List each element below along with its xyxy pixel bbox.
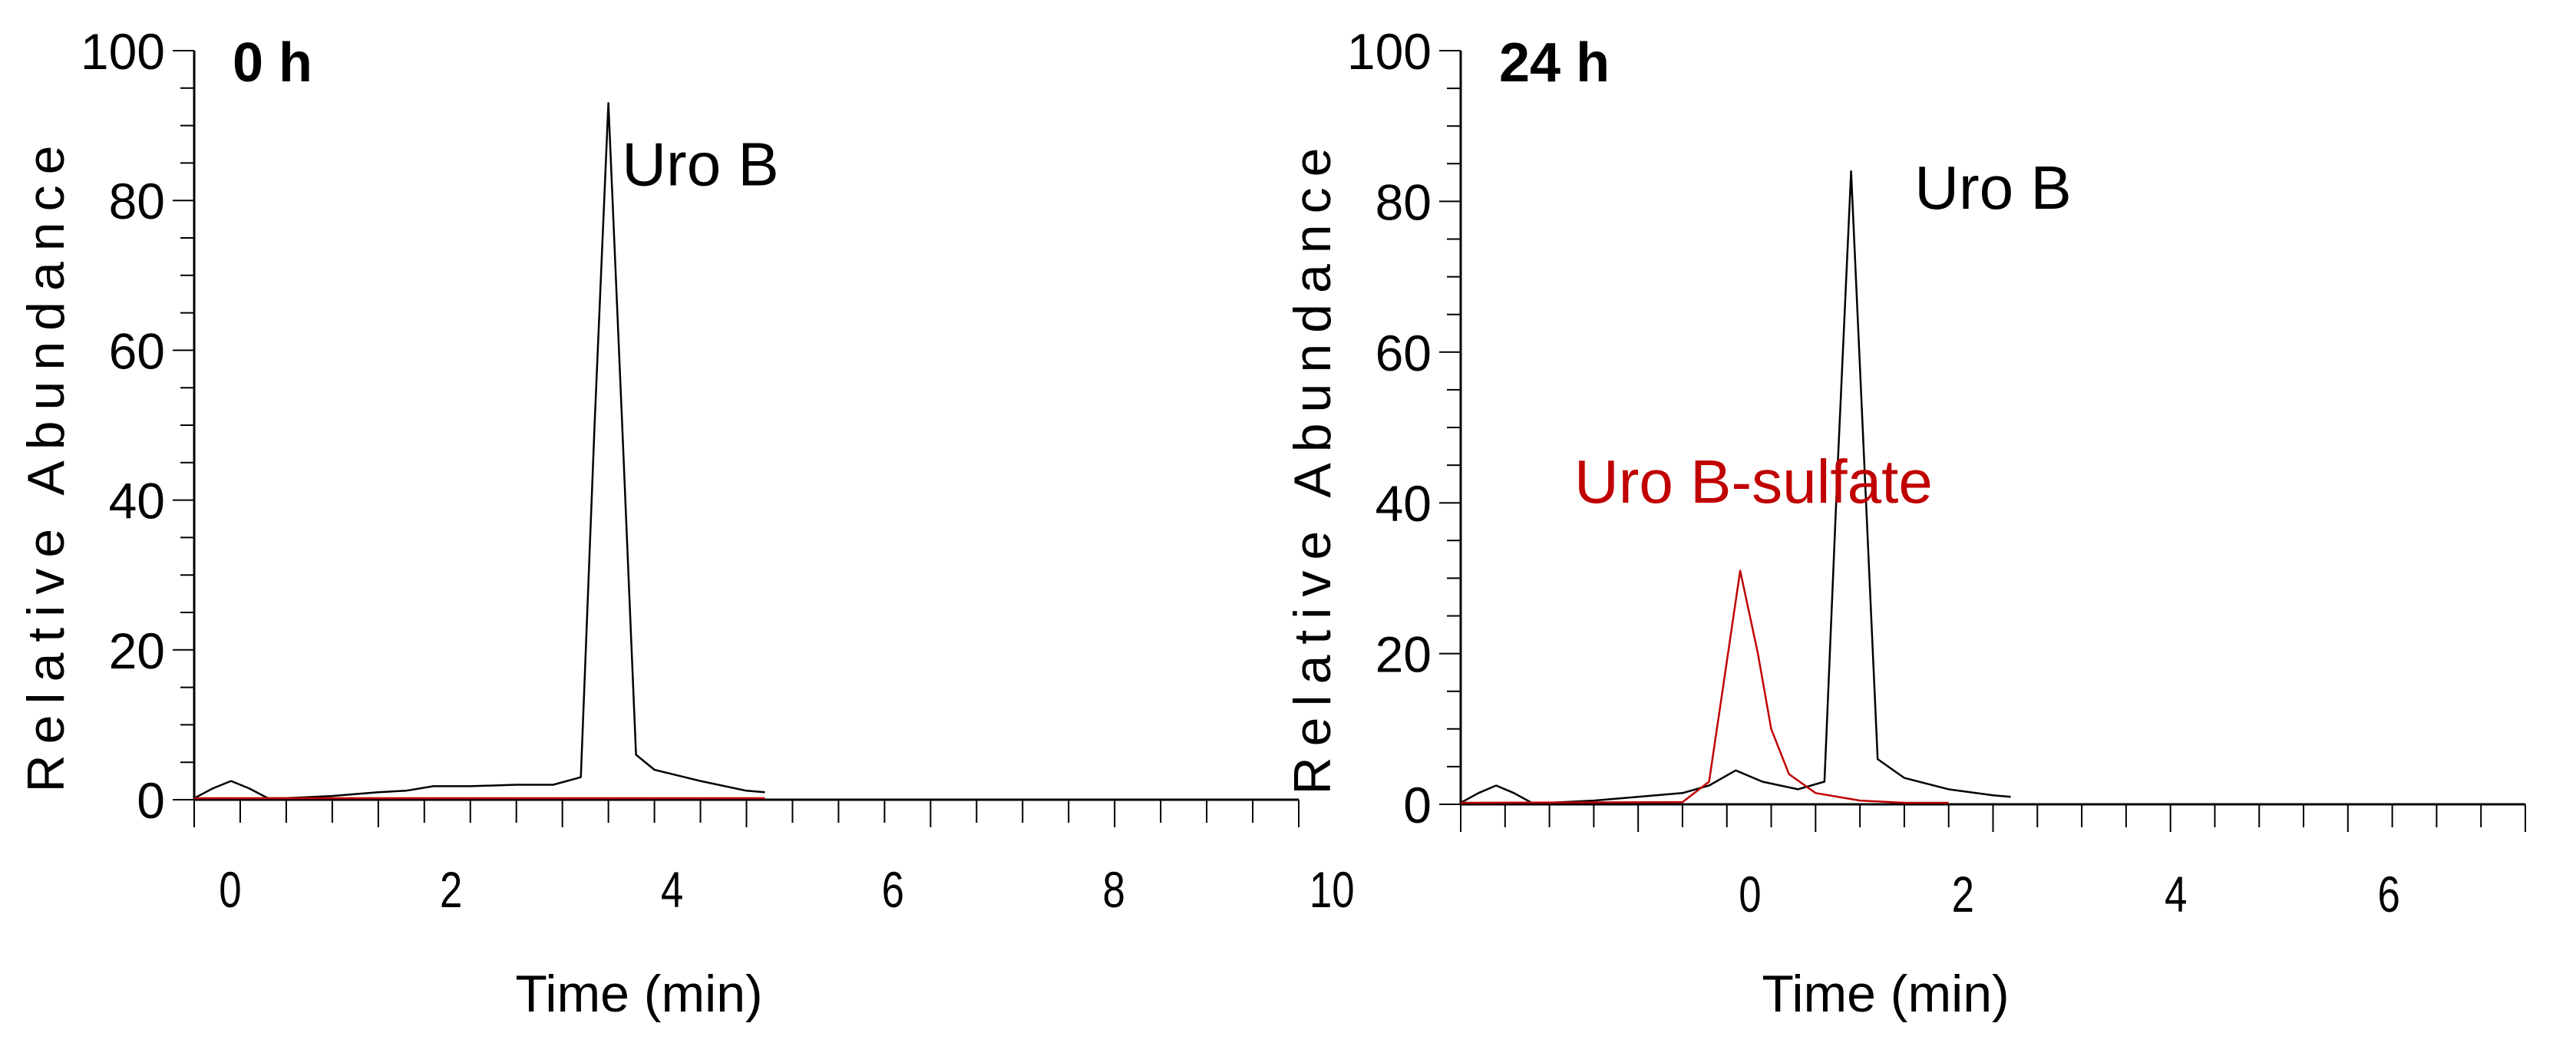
x-axis-title: Time (min) xyxy=(515,965,762,1023)
y-tick-label: 20 xyxy=(1376,626,1432,683)
x-tick-label: 6 xyxy=(2377,866,2399,923)
x-tick-label: 8 xyxy=(1102,861,1125,918)
y-tick-label: 100 xyxy=(81,23,165,80)
x-tick-label: 6 xyxy=(882,861,904,918)
y-tick-label: 60 xyxy=(109,322,165,379)
panel-label: 0 h xyxy=(233,32,312,94)
series-line-0 xyxy=(1460,170,2011,804)
series-line-0 xyxy=(193,102,765,800)
series-line-1 xyxy=(1460,569,1949,804)
y-tick-label: 20 xyxy=(109,622,165,679)
peak-annotation: Uro B-sulfate xyxy=(1574,447,1933,516)
y-tick-label: 60 xyxy=(1376,325,1432,381)
x-tick-label: 4 xyxy=(2165,866,2187,923)
y-tick-label: 40 xyxy=(1376,475,1432,532)
x-tick-label: 10 xyxy=(1309,861,1355,918)
y-tick-label: 0 xyxy=(1403,777,1432,833)
y-axis-title: Relative Abundance xyxy=(1283,137,1342,795)
y-tick-label: 80 xyxy=(109,173,165,229)
y-tick-label: 0 xyxy=(137,772,165,829)
x-tick-label: 2 xyxy=(1952,866,1974,923)
panel-label: 24 h xyxy=(1499,32,1610,94)
x-tick-label: 0 xyxy=(219,861,241,918)
peak-annotation: Uro B xyxy=(1914,153,2072,222)
x-tick-label: 0 xyxy=(1739,866,1761,923)
y-tick-label: 40 xyxy=(109,473,165,530)
x-tick-label: 4 xyxy=(661,861,683,918)
y-tick-label: 100 xyxy=(1347,23,1432,80)
x-axis-title: Time (min) xyxy=(1762,965,2009,1023)
y-tick-label: 80 xyxy=(1376,173,1432,230)
peak-annotation: Uro B xyxy=(622,130,779,199)
x-tick-label: 2 xyxy=(440,861,462,918)
y-axis-title: Relative Abundance xyxy=(17,135,75,793)
